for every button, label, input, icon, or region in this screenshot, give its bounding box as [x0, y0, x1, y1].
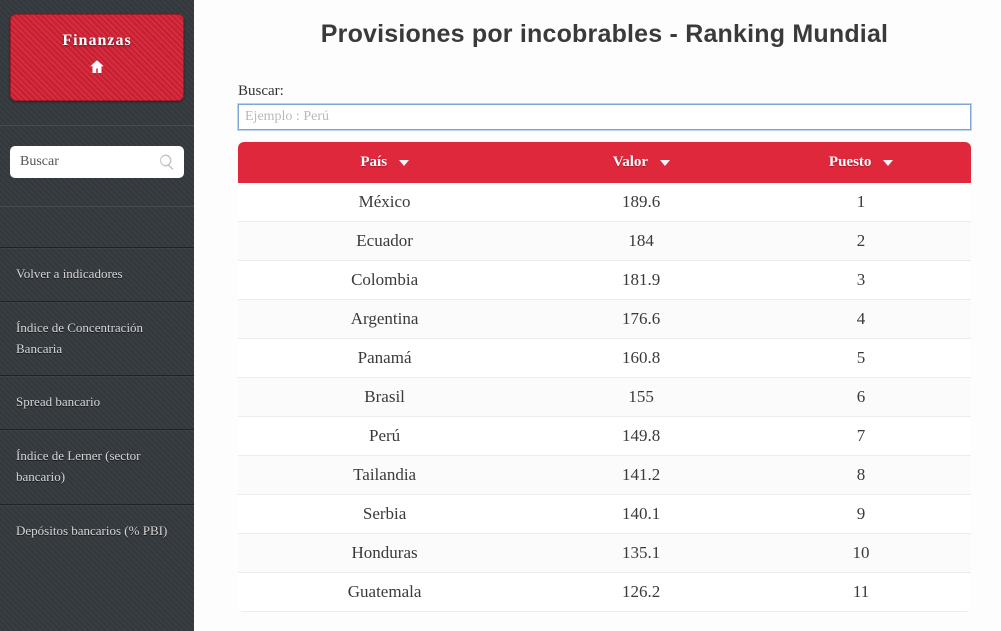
home-icon[interactable]	[88, 58, 106, 81]
search-icon[interactable]	[158, 153, 176, 171]
cell-puesto: 4	[751, 300, 971, 339]
cell-pais: Colombia	[238, 261, 531, 300]
table-row[interactable]: Serbia140.19	[238, 495, 971, 534]
main-content: Provisiones por incobrables - Ranking Mu…	[194, 0, 1001, 631]
cell-pais: Guatemala	[238, 573, 531, 612]
cell-puesto: 11	[751, 573, 971, 612]
table-body: México189.61Ecuador1842Colombia181.93Arg…	[238, 183, 971, 612]
cell-puesto: 2	[751, 222, 971, 261]
ranking-table-wrap: País Valor Puesto México189.61Ecua	[238, 142, 971, 612]
sidebar-item-volver[interactable]: Volver a indicadores	[0, 247, 194, 301]
col-header-pais-label: País	[360, 154, 387, 170]
table-row[interactable]: Ecuador1842	[238, 222, 971, 261]
table-row[interactable]: México189.61	[238, 183, 971, 222]
cell-pais: Tailandia	[238, 456, 531, 495]
cell-valor: 135.1	[531, 534, 751, 573]
col-header-pais[interactable]: País	[238, 142, 531, 183]
sort-caret-down-icon	[660, 160, 670, 166]
table-row[interactable]: Panamá160.85	[238, 339, 971, 378]
brand-title: Finanzas	[20, 32, 174, 50]
sort-caret-down-icon	[883, 160, 893, 166]
main-search-label: Buscar:	[238, 83, 971, 100]
table-row[interactable]: Brasil1556	[238, 378, 971, 417]
cell-valor: 126.2	[531, 573, 751, 612]
cell-pais: Ecuador	[238, 222, 531, 261]
cell-valor: 176.6	[531, 300, 751, 339]
cell-valor: 189.6	[531, 183, 751, 222]
cell-puesto: 1	[751, 183, 971, 222]
ranking-table: País Valor Puesto México189.61Ecua	[238, 142, 971, 612]
cell-pais: Panamá	[238, 339, 531, 378]
cell-valor: 141.2	[531, 456, 751, 495]
cell-puesto: 3	[751, 261, 971, 300]
sidebar-search[interactable]	[10, 146, 184, 178]
cell-valor: 181.9	[531, 261, 751, 300]
sidebar-item-concentracion[interactable]: Índice de Concentración Bancaria	[0, 301, 194, 376]
cell-pais: Brasil	[238, 378, 531, 417]
col-header-valor-label: Valor	[613, 154, 648, 170]
sort-caret-down-icon	[399, 160, 409, 166]
table-row[interactable]: Argentina176.64	[238, 300, 971, 339]
col-header-puesto-label: Puesto	[829, 154, 872, 170]
app-layout: Finanzas Volver a indicadores Índice de …	[0, 0, 1001, 631]
cell-puesto: 9	[751, 495, 971, 534]
cell-pais: Serbia	[238, 495, 531, 534]
table-head: País Valor Puesto	[238, 142, 971, 183]
cell-pais: Argentina	[238, 300, 531, 339]
cell-valor: 160.8	[531, 339, 751, 378]
table-row[interactable]: Tailandia141.28	[238, 456, 971, 495]
sidebar-item-lerner[interactable]: Índice de Lerner (sector bancario)	[0, 429, 194, 504]
table-row[interactable]: Guatemala126.211	[238, 573, 971, 612]
table-row[interactable]: Perú149.87	[238, 417, 971, 456]
main-search-input[interactable]	[238, 104, 971, 130]
sidebar-item-spread[interactable]: Spread bancario	[0, 375, 194, 429]
cell-pais: Perú	[238, 417, 531, 456]
cell-puesto: 10	[751, 534, 971, 573]
page-title: Provisiones por incobrables - Ranking Mu…	[238, 20, 971, 49]
cell-valor: 149.8	[531, 417, 751, 456]
cell-valor: 155	[531, 378, 751, 417]
sidebar: Finanzas Volver a indicadores Índice de …	[0, 0, 194, 631]
table-row[interactable]: Colombia181.93	[238, 261, 971, 300]
sidebar-search-input[interactable]	[20, 154, 150, 170]
cell-pais: México	[238, 183, 531, 222]
sidebar-nav: Volver a indicadores Índice de Concentra…	[0, 207, 194, 558]
cell-puesto: 6	[751, 378, 971, 417]
main-search-block: Buscar:	[238, 83, 971, 130]
cell-puesto: 8	[751, 456, 971, 495]
cell-pais: Honduras	[238, 534, 531, 573]
cell-valor: 184	[531, 222, 751, 261]
sidebar-search-wrap	[0, 126, 194, 206]
col-header-puesto[interactable]: Puesto	[751, 142, 971, 183]
cell-valor: 140.1	[531, 495, 751, 534]
cell-puesto: 5	[751, 339, 971, 378]
table-row[interactable]: Honduras135.110	[238, 534, 971, 573]
sidebar-item-depositos[interactable]: Depósitos bancarios (% PBI)	[0, 504, 194, 558]
col-header-valor[interactable]: Valor	[531, 142, 751, 183]
brand-card[interactable]: Finanzas	[10, 14, 184, 101]
cell-puesto: 7	[751, 417, 971, 456]
